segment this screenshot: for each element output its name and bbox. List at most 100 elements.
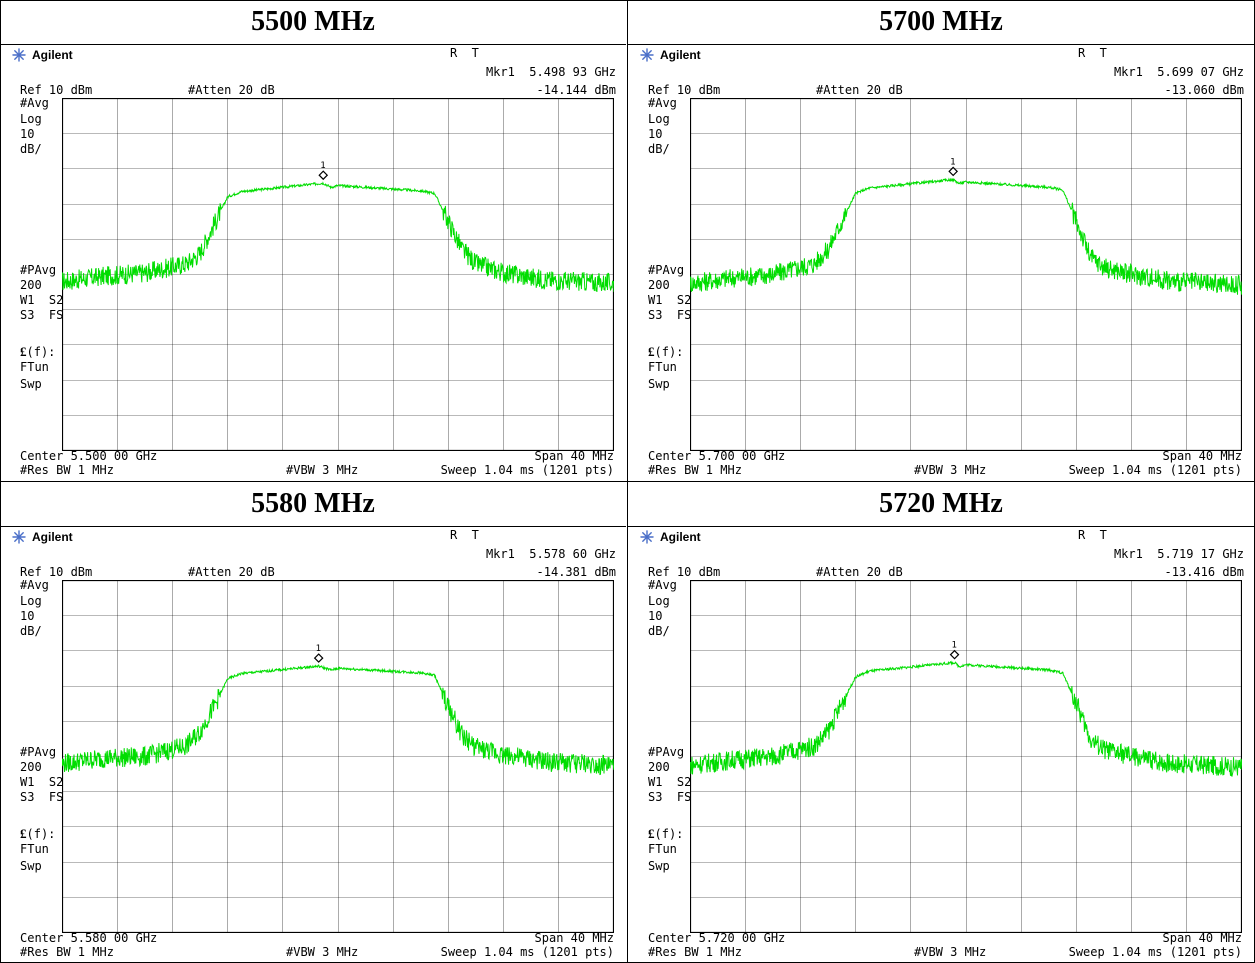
ef-text: (f):	[26, 827, 56, 841]
avg-label: #Avg	[648, 96, 677, 110]
analyzer-panel: 5720 MHz Agilent R T Mkr1 5.719 17 GHz -…	[628, 482, 1254, 962]
ftun-label: FTun	[20, 842, 49, 856]
count-label: 200	[648, 278, 670, 292]
panel-caption: 5500 MHz	[251, 6, 375, 37]
spectrum-plot: 1	[62, 98, 614, 451]
caption-divider	[628, 526, 1254, 527]
agilent-spark-icon	[640, 530, 654, 544]
span-label: Span 40 MHz	[534, 931, 614, 945]
caption-divider	[0, 526, 626, 527]
video-bandwidth: #VBW 3 MHz	[286, 945, 359, 959]
scale-label: 10	[20, 609, 35, 623]
reference-level: Ref 10 dBm	[20, 83, 93, 97]
unit-label: dB/	[20, 624, 42, 638]
count-label: 200	[20, 760, 42, 774]
marker-level: -13.060 dBm	[1164, 83, 1244, 97]
marker-frequency: Mkr1 5.699 07 GHz	[1113, 65, 1244, 79]
reference-level: Ref 10 dBm	[648, 83, 721, 97]
scale-label: 10	[648, 609, 663, 623]
pavg-label: #PAvg	[20, 745, 57, 759]
span-label: Span 40 MHz	[534, 449, 614, 463]
w1s2-label: W1 S2	[20, 293, 64, 307]
mode-indicator: R T	[1078, 46, 1107, 60]
sweep-info: Sweep 1.04 ms (1201 pts)	[440, 945, 614, 959]
video-bandwidth: #VBW 3 MHz	[286, 463, 359, 477]
scale-label: 10	[20, 127, 35, 141]
ef-label: £(f):	[20, 345, 55, 359]
video-bandwidth: #VBW 3 MHz	[914, 463, 987, 477]
marker-diamond	[948, 166, 959, 177]
brand-logo: Agilent	[640, 48, 701, 62]
agilent-spark-icon	[12, 48, 26, 62]
mode-indicator: R T	[450, 528, 479, 542]
panel-caption: 5700 MHz	[879, 6, 1003, 37]
w1s2-label: W1 S2	[648, 293, 692, 307]
reference-level: Ref 10 dBm	[648, 565, 721, 579]
marker-diamond	[318, 170, 329, 181]
marker-level: -13.416 dBm	[1164, 565, 1244, 579]
s3fs-label: S3 FS	[20, 790, 64, 804]
spectrum-trace	[690, 660, 1242, 777]
spectrum-plot: 1	[62, 580, 614, 933]
swp-label: Swp	[648, 859, 670, 873]
log-label: Log	[20, 594, 42, 608]
mode-indicator: R T	[450, 46, 479, 60]
span-label: Span 40 MHz	[1162, 449, 1242, 463]
attenuation: #Atten 20 dB	[816, 565, 903, 579]
analyzer-panel: 5700 MHz Agilent R T Mkr1 5.699 07 GHz -…	[628, 0, 1254, 480]
ftun-label: FTun	[20, 360, 49, 374]
unit-label: dB/	[648, 624, 670, 638]
marker-diamond	[313, 653, 324, 663]
reference-level: Ref 10 dBm	[20, 565, 93, 579]
spectrum-plot: 1	[690, 98, 1242, 451]
spectrum-trace	[62, 664, 614, 776]
marker-frequency: Mkr1 5.719 17 GHz	[1113, 547, 1244, 561]
unit-label: dB/	[648, 142, 670, 156]
swp-label: Swp	[648, 377, 670, 391]
marker-number: 1	[320, 161, 325, 171]
ef-symbol: £	[20, 826, 27, 841]
ftun-label: FTun	[648, 360, 677, 374]
span-label: Span 40 MHz	[1162, 931, 1242, 945]
resolution-bandwidth: #Res BW 1 MHz	[648, 463, 742, 477]
unit-label: dB/	[20, 142, 42, 156]
w1s2-label: W1 S2	[20, 775, 64, 789]
caption-divider	[0, 44, 626, 45]
brand-name: Agilent	[660, 48, 701, 62]
log-label: Log	[648, 112, 670, 126]
ef-text: (f):	[654, 827, 684, 841]
brand-logo: Agilent	[12, 48, 73, 62]
s3fs-label: S3 FS	[648, 308, 692, 322]
sweep-info: Sweep 1.04 ms (1201 pts)	[1068, 945, 1242, 959]
spectrum-plot: 1	[690, 580, 1242, 933]
sweep-info: Sweep 1.04 ms (1201 pts)	[1068, 463, 1242, 477]
center-frequency: Center 5.500 00 GHz	[20, 449, 158, 463]
brand-name: Agilent	[660, 530, 701, 544]
avg-label: #Avg	[20, 96, 49, 110]
marker-number: 1	[316, 644, 321, 654]
attenuation: #Atten 20 dB	[816, 83, 903, 97]
attenuation: #Atten 20 dB	[188, 565, 275, 579]
log-label: Log	[648, 594, 670, 608]
caption-divider	[628, 44, 1254, 45]
s3fs-label: S3 FS	[20, 308, 64, 322]
agilent-spark-icon	[12, 530, 26, 544]
marker-number: 1	[952, 641, 957, 651]
sweep-info: Sweep 1.04 ms (1201 pts)	[440, 463, 614, 477]
avg-label: #Avg	[648, 578, 677, 592]
log-label: Log	[20, 112, 42, 126]
center-frequency: Center 5.720 00 GHz	[648, 931, 786, 945]
swp-label: Swp	[20, 377, 42, 391]
avg-label: #Avg	[20, 578, 49, 592]
panel-caption: 5720 MHz	[879, 488, 1003, 519]
ef-text: (f):	[654, 345, 684, 359]
spectrum-trace	[62, 181, 614, 293]
video-bandwidth: #VBW 3 MHz	[914, 945, 987, 959]
count-label: 200	[20, 278, 42, 292]
ef-symbol: £	[20, 344, 27, 359]
brand-name: Agilent	[32, 530, 73, 544]
w1s2-label: W1 S2	[648, 775, 692, 789]
ftun-label: FTun	[648, 842, 677, 856]
pavg-label: #PAvg	[648, 263, 685, 277]
center-frequency: Center 5.580 00 GHz	[20, 931, 158, 945]
